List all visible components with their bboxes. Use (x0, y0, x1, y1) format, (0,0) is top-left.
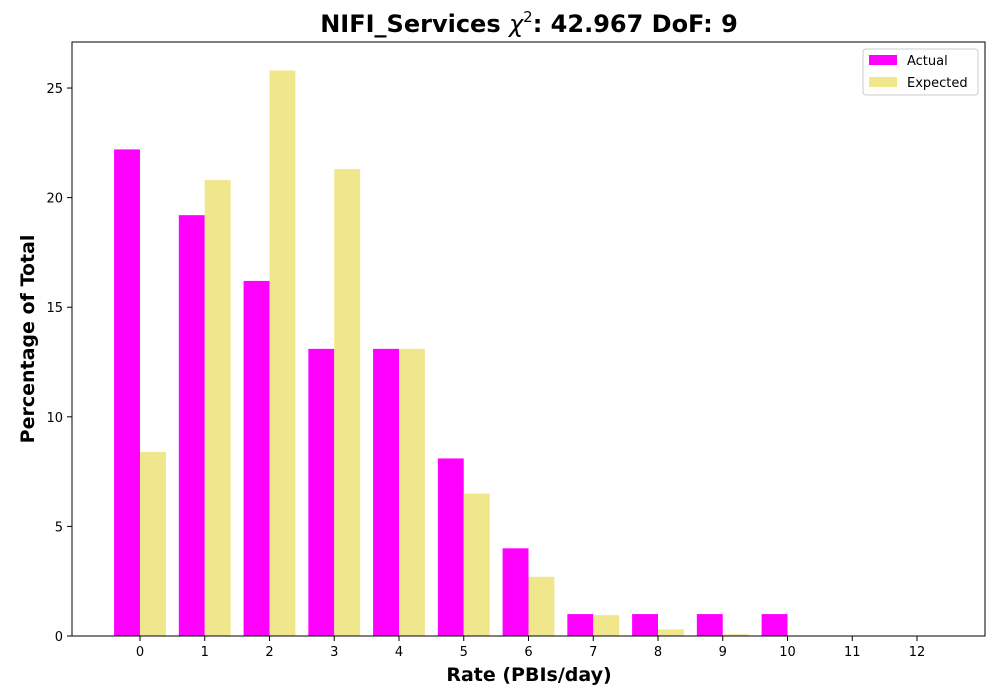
x-tick-label: 11 (844, 645, 861, 660)
x-tick-label: 2 (265, 645, 273, 660)
bar-expected-3 (334, 169, 361, 636)
x-ticks-group: 0 1 2 3 4 5 6 7 8 9 10 11 12 (136, 636, 925, 660)
bar-expected-0 (139, 451, 166, 636)
x-tick-label: 9 (719, 645, 727, 660)
x-tick-label: 12 (909, 645, 926, 660)
y-tick-label: 0 (55, 630, 63, 645)
bar-expected-1 (204, 180, 231, 636)
y-ticks-group: 0 5 10 15 20 25 (46, 82, 72, 645)
bar-expected-8 (658, 629, 684, 636)
chart-title: NIFI_Services χ2: 42.967 DoF: 9 (320, 8, 738, 38)
x-tick-label: 5 (460, 645, 468, 660)
x-tick-label: 8 (654, 645, 662, 660)
chart-title-suffix: : 42.967 DoF: 9 (533, 10, 738, 38)
x-tick-label: 0 (136, 645, 144, 660)
bar-actual-2 (243, 280, 270, 636)
y-tick-label: 5 (55, 520, 63, 535)
legend-label-expected: Expected (907, 76, 968, 91)
bar-actual-9 (696, 614, 723, 636)
legend-swatch-actual (869, 55, 897, 65)
bar-actual-0 (114, 149, 140, 636)
bar-actual-1 (178, 215, 205, 636)
y-tick-label: 25 (46, 82, 63, 97)
chart-title-chi: χ (507, 10, 524, 38)
legend: Actual Expected (862, 48, 979, 96)
bar-actual-7 (567, 614, 594, 636)
plot-frame (71, 41, 986, 637)
chart-title-prefix: NIFI_Services (320, 10, 509, 38)
y-axis-label: Percentage of Total (17, 235, 39, 444)
chart-title-chi-exponent: 2 (523, 8, 533, 26)
x-tick-label: 7 (589, 645, 597, 660)
y-tick-label: 20 (46, 192, 63, 207)
x-tick-label: 3 (330, 645, 338, 660)
x-tick-label: 6 (524, 645, 532, 660)
y-tick-label: 15 (46, 301, 63, 316)
legend-swatch-expected (869, 77, 897, 87)
x-axis-label: Rate (PBIs/day) (446, 664, 611, 686)
bar-expected-6 (528, 576, 555, 636)
bar-expected-9 (722, 634, 749, 636)
legend-label-actual: Actual (907, 54, 948, 69)
bar-expected-4 (398, 348, 425, 636)
x-tick-label: 1 (201, 645, 209, 660)
bars-group (114, 70, 814, 637)
bar-expected-2 (269, 70, 296, 637)
bar-actual-6 (502, 548, 529, 636)
bar-expected-5 (463, 493, 490, 636)
bar-actual-5 (437, 458, 464, 636)
x-tick-label: 10 (779, 645, 796, 660)
bar-actual-10 (761, 614, 788, 636)
bar-expected-7 (593, 615, 620, 636)
bar-actual-8 (632, 614, 659, 636)
bar-actual-3 (308, 348, 335, 636)
x-tick-label: 4 (395, 645, 403, 660)
bar-actual-4 (373, 348, 399, 636)
y-tick-label: 10 (46, 411, 63, 426)
